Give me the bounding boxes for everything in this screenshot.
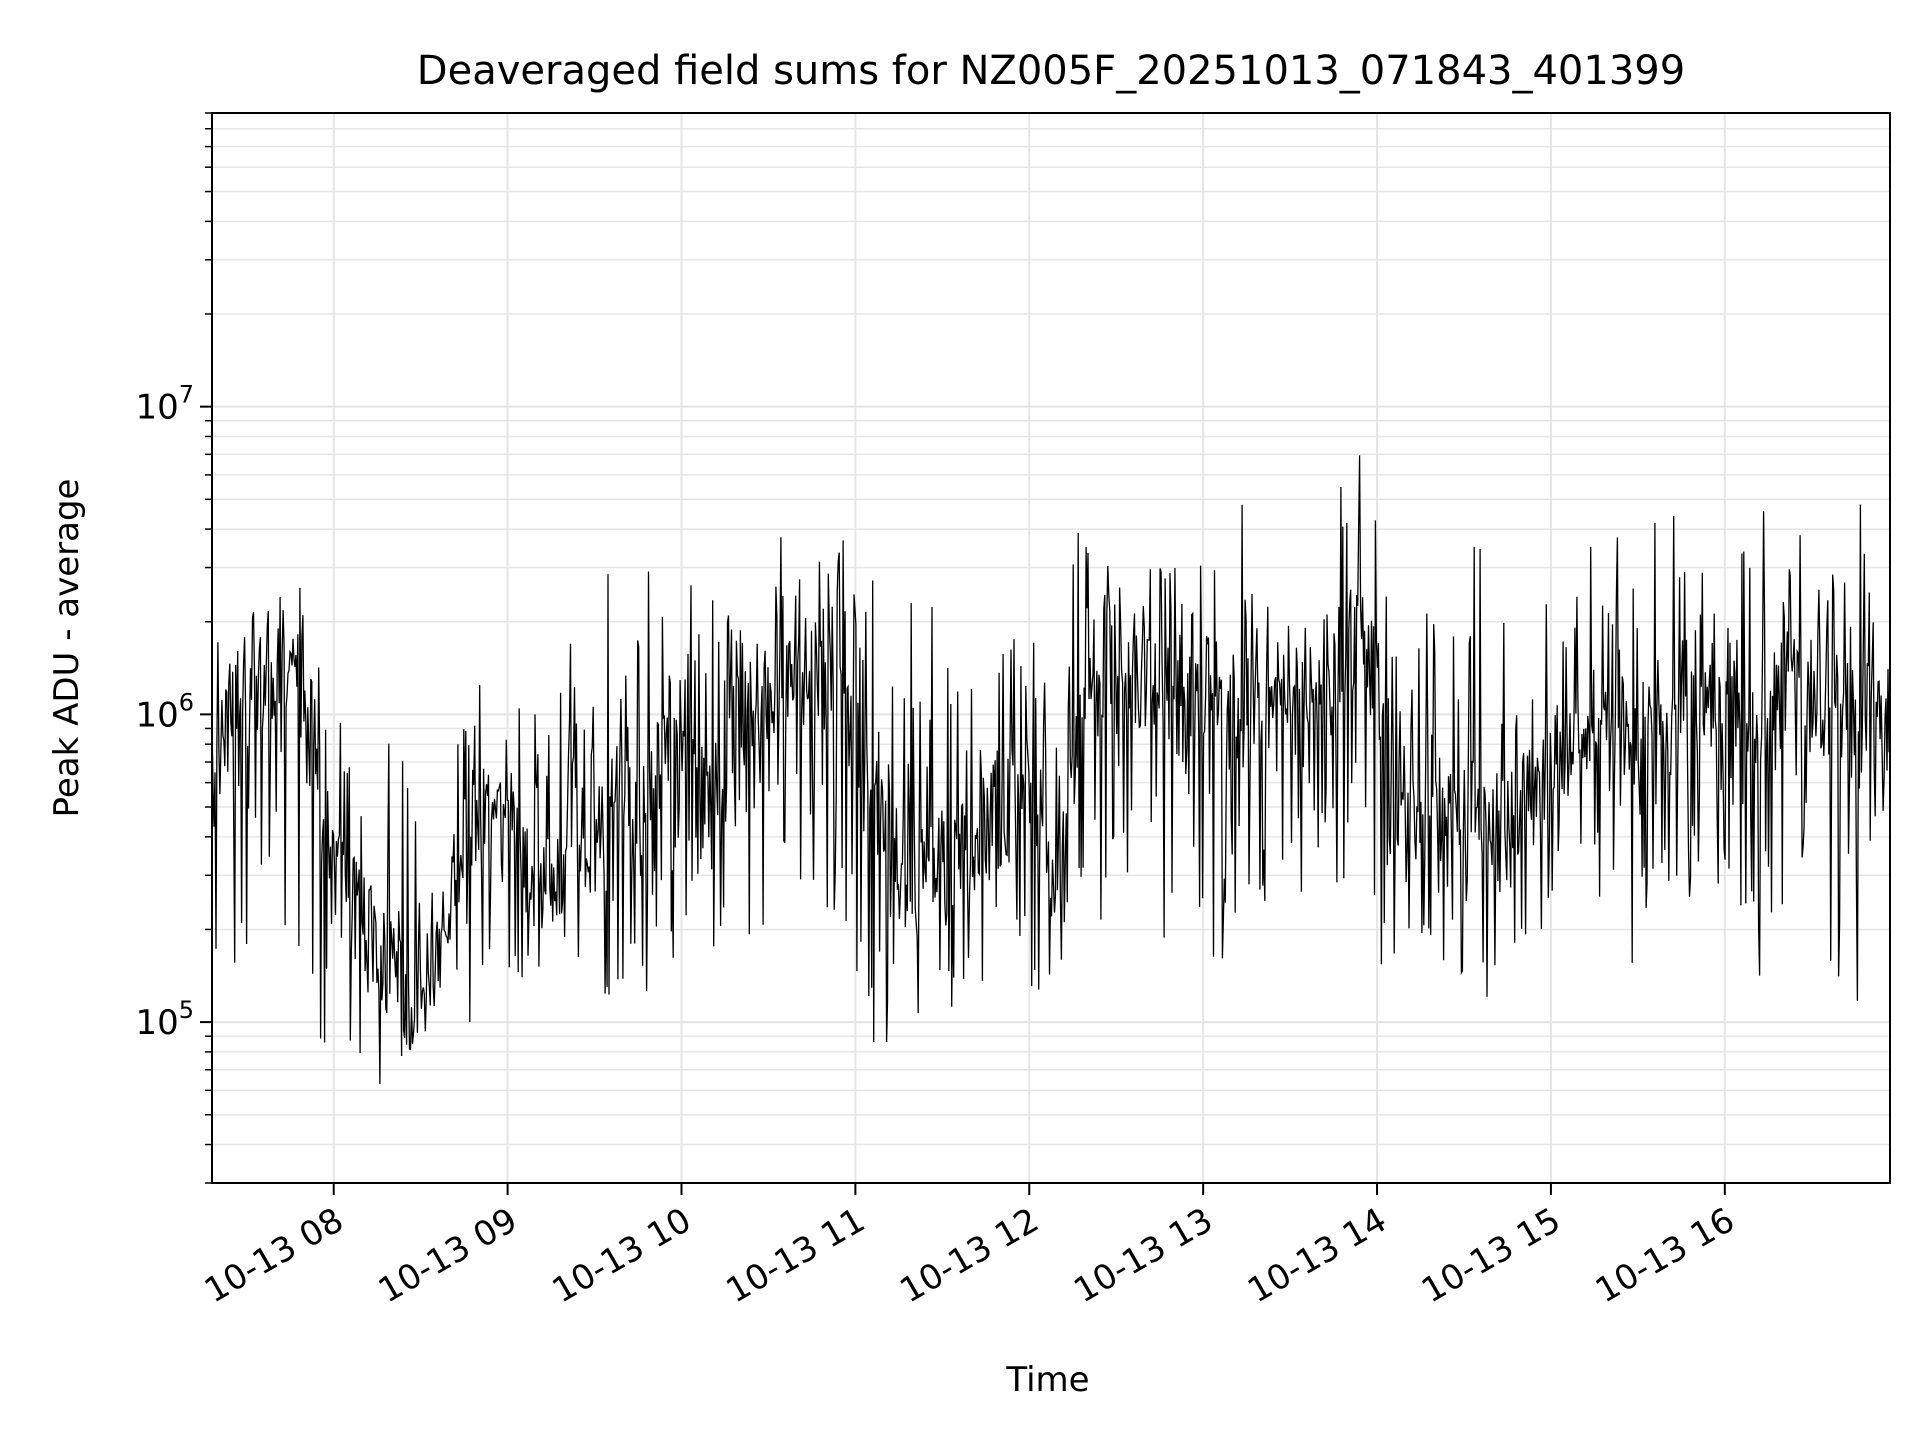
y-axis-label: Peak ADU - average [47,479,87,818]
y-axis-ticks: 105 106 107 [135,112,212,1184]
plot-frame [211,112,1891,1184]
chart-title: Deaveraged field sums for NZ005F_2025101… [417,48,1685,94]
grid-lines [212,112,1890,1184]
plot-series [211,455,1891,1085]
y-tick-label: 106 [135,688,194,735]
series-line [211,455,1891,1085]
x-axis-label: Time [1005,1360,1089,1400]
y-tick-label: 107 [135,381,194,428]
y-tick-label: 105 [135,996,194,1043]
